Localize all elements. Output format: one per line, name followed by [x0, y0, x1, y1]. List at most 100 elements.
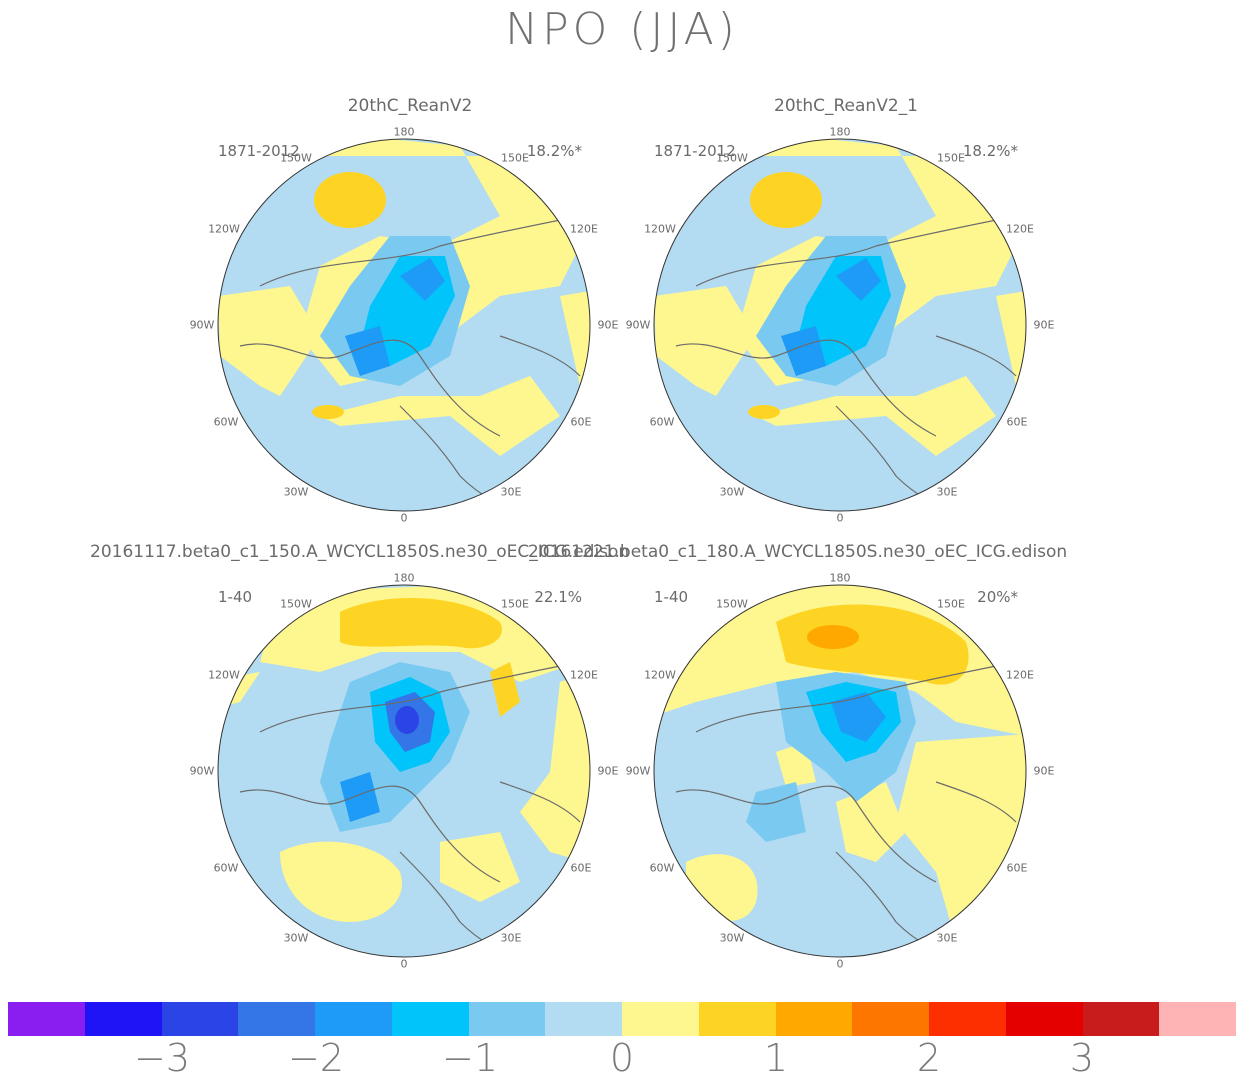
colorbar-swatch	[622, 1002, 699, 1036]
panel-variance: 18.2%*	[962, 142, 1018, 160]
coastline	[935, 335, 1017, 377]
polar-map	[217, 584, 591, 958]
polar-map	[653, 584, 1027, 958]
polar-map	[653, 138, 1027, 512]
panel-years: 1871-2012	[654, 142, 736, 160]
panel-variance: 18.2%*	[526, 142, 582, 160]
panel-title: 20161221.beta0_c1_180.A_WCYCL1850S.ne30_…	[528, 542, 1068, 562]
lon-label-150w: 150W	[280, 597, 312, 611]
anomaly-fill-gold	[750, 172, 822, 228]
lon-label-90e: 90E	[597, 318, 619, 332]
lon-label-150e: 150E	[501, 151, 529, 165]
map-boundary	[217, 584, 591, 958]
lon-label-90e: 90E	[597, 764, 619, 778]
lon-label-150w: 150W	[716, 151, 748, 165]
lon-label-30e: 30E	[936, 485, 958, 499]
colorbar-swatch	[698, 1002, 776, 1036]
colorbar-swatch	[84, 1002, 162, 1036]
lon-label-60e: 60E	[1006, 861, 1028, 875]
lon-label-60w: 60W	[213, 415, 239, 429]
lon-label-120w: 120W	[644, 668, 676, 682]
panel-title: 20thC_ReanV2	[347, 96, 473, 116]
lon-label-120e: 120E	[1006, 222, 1034, 236]
colorbar-swatch	[1082, 1002, 1160, 1036]
polar-map	[217, 138, 591, 512]
colorbar-swatch	[775, 1002, 853, 1036]
anomaly-fill-gold	[340, 598, 502, 649]
map-boundary	[217, 138, 591, 512]
lon-label-60e: 60E	[570, 861, 592, 875]
anomaly-fill-yellow	[520, 662, 590, 872]
lon-label-0: 0	[400, 957, 408, 971]
colorbar-swatch	[929, 1002, 1006, 1036]
lon-label-60e: 60E	[570, 415, 592, 429]
map-panel-4: 20161221.beta0_c1_180.A_WCYCL1850S.ne30_…	[528, 542, 1067, 982]
anomaly-fill-blue	[831, 692, 886, 742]
lon-label-150w: 150W	[716, 597, 748, 611]
coastline	[499, 335, 581, 377]
lon-label-120e: 120E	[570, 668, 598, 682]
lon-label-120w: 120W	[208, 222, 240, 236]
lon-label-180: 180	[393, 125, 415, 139]
colorbar-tick: −2	[287, 1036, 345, 1080]
anomaly-fill-blue	[836, 258, 881, 301]
map-panel-3: 20161117.beta0_c1_150.A_WCYCL1850S.ne30_…	[90, 542, 629, 982]
panel-years: 1-40	[218, 588, 253, 606]
colorbar-swatch	[1159, 1002, 1236, 1036]
panel-title: 20161117.beta0_c1_150.A_WCYCL1850S.ne30_…	[90, 542, 630, 562]
lon-label-60w: 60W	[649, 415, 675, 429]
lon-label-150e: 150E	[937, 597, 965, 611]
anomaly-fill-yellow	[560, 286, 590, 396]
lon-label-30w: 30W	[719, 931, 745, 945]
coastline	[259, 661, 581, 733]
coastline	[239, 785, 501, 883]
lon-label-30e: 30E	[500, 931, 522, 945]
anomaly-fill-gold	[314, 172, 386, 228]
lon-label-90e: 90E	[1033, 764, 1055, 778]
lon-label-30w: 30W	[719, 485, 745, 499]
colorbar-swatch	[8, 1002, 85, 1036]
lon-label-150w: 150W	[280, 151, 312, 165]
lon-label-0: 0	[400, 511, 408, 525]
figure-title: NPO (JJA)	[505, 4, 739, 55]
coastline	[259, 215, 581, 287]
lon-label-30w: 30W	[283, 931, 309, 945]
anomaly-fill-yellow	[654, 286, 996, 456]
colorbar-tick: −3	[133, 1036, 191, 1080]
colorbar-tick: 3	[1069, 1036, 1095, 1080]
lon-label-30w: 30W	[283, 485, 309, 499]
map-panel-1: 20thC_ReanV2 1871-2012 18.2%* 180 150W 1…	[190, 96, 620, 536]
map-boundary	[653, 138, 1027, 512]
colorbar-swatch	[1005, 1002, 1083, 1036]
colorbar-swatch	[545, 1002, 622, 1036]
lon-label-150e: 150E	[501, 597, 529, 611]
coastline	[675, 785, 937, 883]
lon-label-90w: 90W	[625, 318, 651, 332]
anomaly-fill-gold	[748, 405, 780, 419]
lon-label-0: 0	[836, 957, 844, 971]
coastline	[695, 215, 1017, 287]
anomaly-fill-blue	[340, 772, 380, 822]
lon-label-60e: 60E	[1006, 415, 1028, 429]
panel-title: 20thC_ReanV2_1	[774, 96, 918, 116]
coastline	[499, 781, 581, 823]
colorbar-tick: 2	[916, 1036, 942, 1080]
panel-years: 1871-2012	[218, 142, 300, 160]
lon-label-90w: 90W	[189, 764, 215, 778]
map-panel-2: 20thC_ReanV2_1 1871-2012 18.2%* 180 150W…	[626, 96, 1056, 536]
lon-label-180: 180	[829, 125, 851, 139]
colorbar-swatch	[468, 1002, 546, 1036]
anomaly-fill-yellow	[836, 782, 906, 862]
coastline	[675, 339, 937, 437]
colorbar-tick: 0	[609, 1036, 635, 1080]
lon-label-120w: 120W	[644, 222, 676, 236]
lon-label-60w: 60W	[649, 861, 675, 875]
coastline	[935, 781, 1017, 823]
lon-label-60w: 60W	[213, 861, 239, 875]
anomaly-fill-yellow	[280, 841, 402, 922]
colorbar-tick: −1	[441, 1036, 499, 1080]
colorbar-tick: 1	[763, 1036, 789, 1080]
lon-label-30e: 30E	[500, 485, 522, 499]
panel-variance: 22.1%	[534, 588, 582, 606]
lon-label-90w: 90W	[625, 764, 651, 778]
